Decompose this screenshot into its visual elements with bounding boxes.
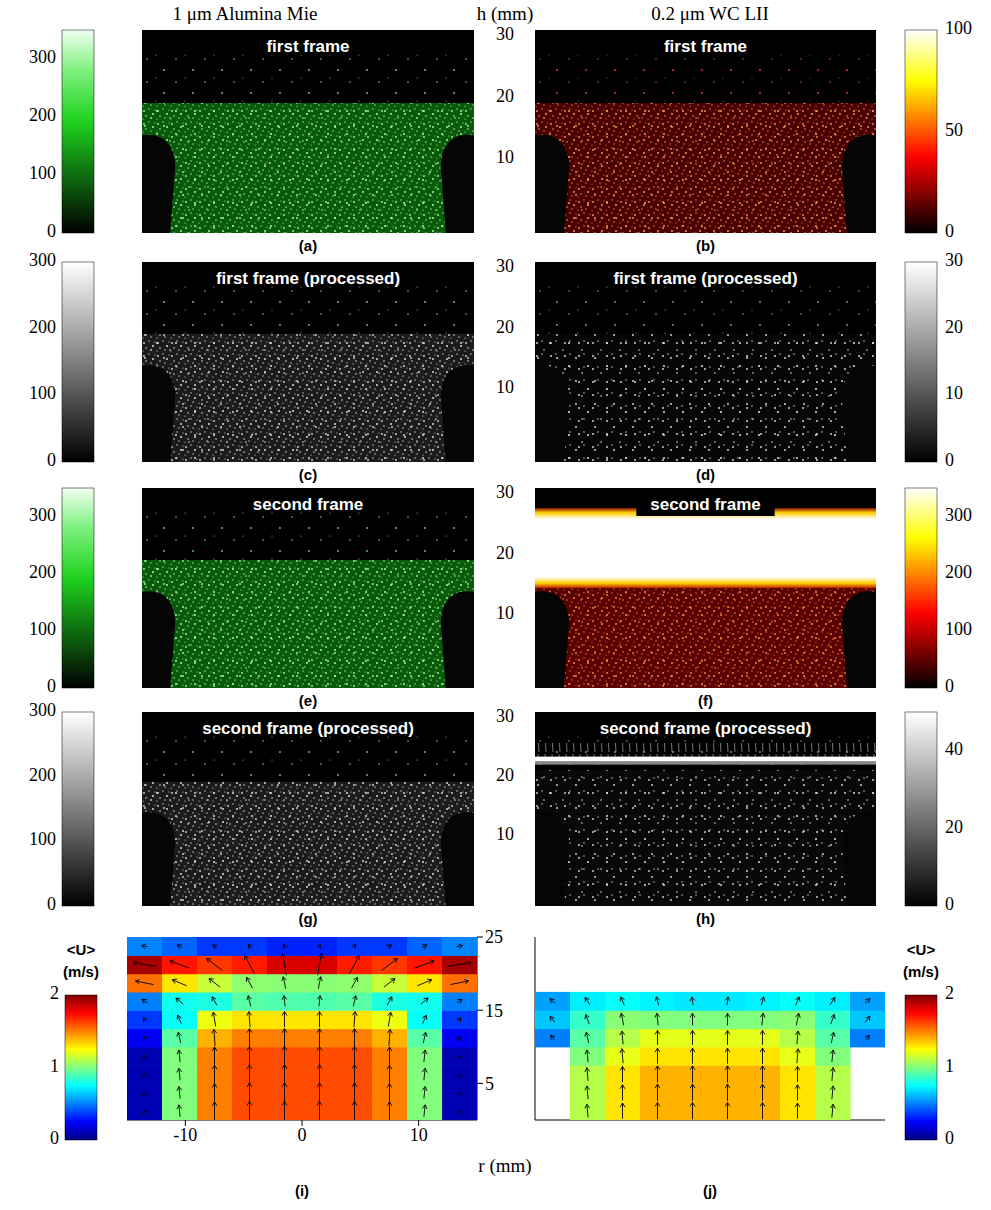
svg-text:30: 30 bbox=[945, 250, 963, 270]
svg-text:30: 30 bbox=[496, 24, 514, 44]
svg-text:100: 100 bbox=[29, 383, 56, 403]
svg-text:0: 0 bbox=[298, 1125, 307, 1145]
svg-text:5: 5 bbox=[485, 1074, 494, 1094]
svg-text:(m/s): (m/s) bbox=[903, 963, 939, 980]
svg-text:r (mm): r (mm) bbox=[478, 1155, 531, 1177]
svg-text:30: 30 bbox=[496, 482, 514, 502]
svg-text:0: 0 bbox=[945, 221, 954, 241]
svg-text:100: 100 bbox=[945, 18, 972, 38]
svg-text:(a): (a) bbox=[299, 237, 317, 254]
svg-text:<U>: <U> bbox=[67, 941, 96, 958]
svg-text:200: 200 bbox=[945, 562, 972, 582]
svg-text:(b): (b) bbox=[696, 237, 715, 254]
svg-text:0: 0 bbox=[47, 894, 56, 914]
svg-text:100: 100 bbox=[29, 163, 56, 183]
svg-text:first frame (processed): first frame (processed) bbox=[613, 269, 797, 288]
svg-text:50: 50 bbox=[945, 120, 963, 140]
svg-text:0: 0 bbox=[945, 1128, 954, 1148]
svg-text:15: 15 bbox=[485, 1001, 503, 1021]
svg-text:10: 10 bbox=[496, 824, 514, 844]
svg-text:1: 1 bbox=[945, 1056, 954, 1076]
svg-text:0: 0 bbox=[47, 221, 56, 241]
svg-text:second frame (processed): second frame (processed) bbox=[600, 719, 812, 738]
svg-text:first frame: first frame bbox=[266, 37, 349, 56]
svg-text:300: 300 bbox=[29, 700, 56, 720]
svg-text:10: 10 bbox=[496, 147, 514, 167]
svg-text:first frame (processed): first frame (processed) bbox=[216, 269, 400, 288]
svg-text:0: 0 bbox=[50, 1128, 59, 1148]
svg-text:200: 200 bbox=[29, 105, 56, 125]
svg-text:20: 20 bbox=[496, 317, 514, 337]
svg-text:<U>: <U> bbox=[907, 941, 936, 958]
svg-text:second frame (processed): second frame (processed) bbox=[202, 719, 414, 738]
svg-text:200: 200 bbox=[29, 765, 56, 785]
svg-text:100: 100 bbox=[29, 829, 56, 849]
svg-text:20: 20 bbox=[945, 817, 963, 837]
svg-text:100: 100 bbox=[29, 619, 56, 639]
svg-text:10: 10 bbox=[496, 603, 514, 623]
svg-text:(f): (f) bbox=[698, 692, 713, 709]
svg-text:40: 40 bbox=[945, 739, 963, 759]
svg-text:300: 300 bbox=[29, 250, 56, 270]
svg-text:100: 100 bbox=[945, 619, 972, 639]
svg-text:(h): (h) bbox=[696, 910, 715, 927]
svg-text:first frame: first frame bbox=[664, 37, 747, 56]
svg-text:(c): (c) bbox=[299, 466, 317, 483]
svg-text:(j): (j) bbox=[703, 1182, 717, 1199]
svg-text:20: 20 bbox=[496, 765, 514, 785]
svg-text:25: 25 bbox=[485, 927, 503, 947]
svg-text:10: 10 bbox=[410, 1125, 428, 1145]
svg-text:10: 10 bbox=[496, 377, 514, 397]
svg-text:0: 0 bbox=[945, 894, 954, 914]
svg-text:300: 300 bbox=[29, 47, 56, 67]
svg-text:20: 20 bbox=[496, 543, 514, 563]
svg-text:(i): (i) bbox=[295, 1182, 309, 1199]
svg-text:(d): (d) bbox=[696, 466, 715, 483]
svg-text:10: 10 bbox=[945, 383, 963, 403]
svg-text:20: 20 bbox=[945, 317, 963, 337]
svg-text:1 μm Alumina Mie: 1 μm Alumina Mie bbox=[173, 3, 318, 24]
svg-text:(m/s): (m/s) bbox=[63, 963, 99, 980]
svg-text:30: 30 bbox=[496, 256, 514, 276]
svg-text:1: 1 bbox=[50, 1056, 59, 1076]
svg-text:0: 0 bbox=[47, 450, 56, 470]
svg-text:30: 30 bbox=[496, 706, 514, 726]
svg-text:(e): (e) bbox=[299, 692, 317, 709]
svg-text:200: 200 bbox=[29, 317, 56, 337]
svg-text:300: 300 bbox=[945, 505, 972, 525]
svg-text:second frame: second frame bbox=[253, 495, 364, 514]
svg-text:0: 0 bbox=[945, 676, 954, 696]
svg-text:300: 300 bbox=[29, 505, 56, 525]
svg-text:2: 2 bbox=[945, 983, 954, 1003]
svg-text:20: 20 bbox=[496, 86, 514, 106]
svg-text:h (mm): h (mm) bbox=[477, 3, 533, 25]
svg-text:200: 200 bbox=[29, 562, 56, 582]
svg-text:(g): (g) bbox=[298, 910, 317, 927]
svg-text:2: 2 bbox=[50, 983, 59, 1003]
svg-text:second frame: second frame bbox=[650, 495, 761, 514]
svg-text:-10: -10 bbox=[173, 1125, 197, 1145]
svg-text:0.2 μm WC LII: 0.2 μm WC LII bbox=[651, 3, 769, 24]
svg-text:0: 0 bbox=[47, 676, 56, 696]
svg-text:0: 0 bbox=[945, 450, 954, 470]
